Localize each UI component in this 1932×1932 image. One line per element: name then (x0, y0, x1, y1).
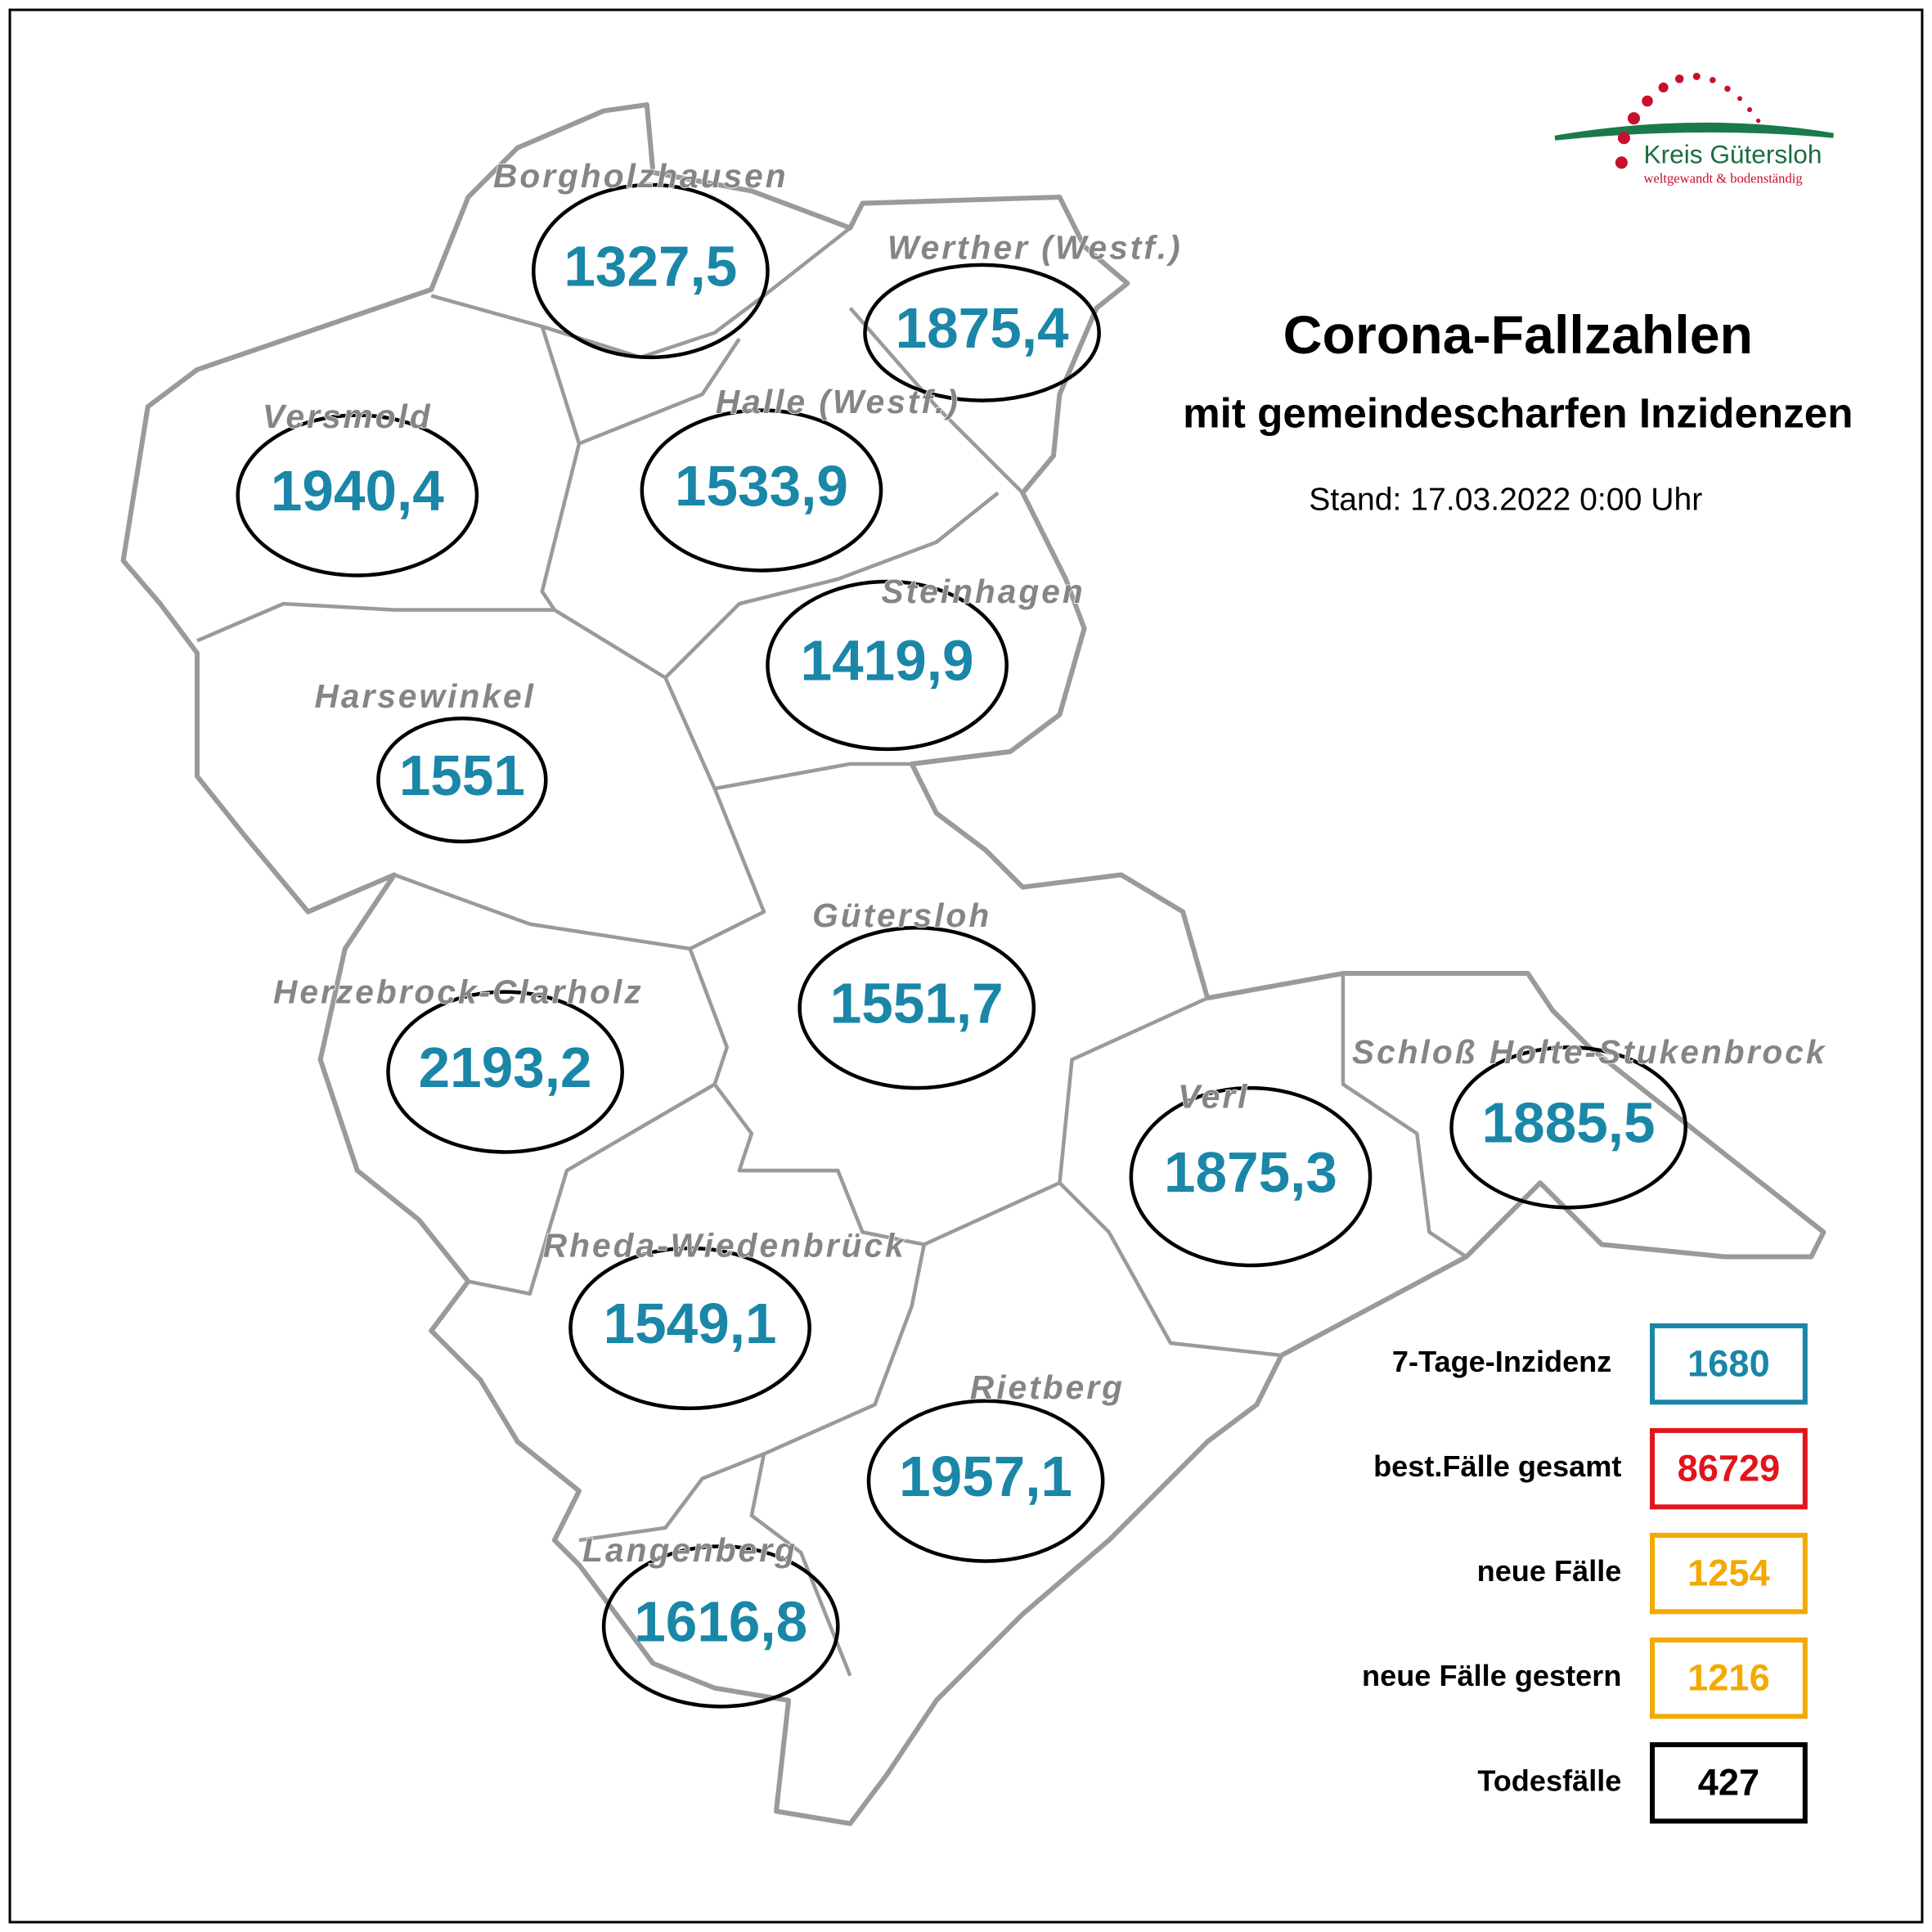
municipality-value: 1875,4 (896, 296, 1069, 360)
logo-swoosh (1554, 122, 1834, 141)
border (467, 1082, 716, 1296)
subtitle: mit gemeindescharfen Inzidenzen (1183, 390, 1853, 437)
incidence-ellipse (532, 182, 770, 360)
legend-box (1650, 1637, 1808, 1719)
border (541, 226, 851, 360)
legend-value: 86729 (1678, 1448, 1781, 1489)
incidence-ellipse (601, 1544, 840, 1709)
municipality: 1551 Harsewinkel (314, 676, 548, 844)
logo-name: Kreis Gütersloh (1644, 140, 1822, 169)
municipality: 1616,8 Langenberg (582, 1530, 840, 1709)
municipality-name: Rheda-Wiedenbrück (543, 1227, 906, 1265)
municipality-value: 1551,7 (830, 972, 1004, 1036)
incidence-ellipse (866, 1399, 1105, 1563)
legend-label: Todesfälle (1477, 1764, 1621, 1797)
legend-label: neue Fälle (1477, 1554, 1622, 1588)
municipality-name: Gütersloh (812, 896, 991, 934)
title: Corona-Fallzahlen (1283, 305, 1753, 366)
incidence-ellipse (863, 263, 1101, 402)
municipality-name: Langenberg (582, 1531, 798, 1569)
border (196, 601, 555, 643)
municipality-name: Versmold (263, 398, 433, 435)
logo: Kreis Gütersloh weltgewandt & bodenständ… (1554, 72, 1834, 186)
municipality-value: 1957,1 (899, 1445, 1072, 1508)
municipality-name: Werther (Westf.) (887, 229, 1183, 267)
incidence-ellipse (236, 413, 479, 577)
municipality-name: Schloß Holte-Stukenbrock (1352, 1033, 1827, 1071)
border (663, 491, 1000, 680)
border (714, 762, 912, 791)
logo-slogan: weltgewandt & bodenständig (1644, 171, 1803, 186)
municipality-name: Verl (1178, 1077, 1249, 1115)
municipality-value: 2193,2 (419, 1036, 592, 1099)
legend-value: 427 (1698, 1762, 1759, 1804)
municipality: 2193,2 Herzebrock-Clarholz (272, 973, 644, 1154)
municipality-value: 1327,5 (564, 235, 737, 299)
municipality-value: 1551 (399, 744, 525, 807)
legend-box (1650, 1427, 1808, 1510)
municipality-value: 1616,8 (634, 1590, 807, 1654)
municipalities: 1327,5 Borgholzhausen 1875,4 Werther (Westf… (236, 156, 1827, 1709)
legend-box (1650, 1532, 1808, 1615)
incidence-ellipse (568, 1246, 811, 1411)
municipality: 1957,1 Rietberg (866, 1368, 1125, 1563)
municipality: 1419,9 Steinhagen (766, 572, 1085, 752)
incidence-ellipse (798, 926, 1036, 1090)
municipality: 1533,9 Halle (Westf.) (640, 382, 960, 573)
legend-label: neue Fälle gestern (1362, 1659, 1621, 1692)
incidence-ellipse (1449, 1045, 1687, 1210)
legend-label: 7-Tage-Inzidenz (1392, 1345, 1611, 1378)
legend-value: 1254 (1687, 1552, 1770, 1594)
legend-label: best.Fälle gesamt (1373, 1449, 1621, 1483)
border (848, 307, 1024, 495)
legend: 7-Tage-Inzidenz 1680 best.Fälle gesamt 8672… (1362, 1323, 1808, 1824)
municipality: 1875,4 Werther (Westf.) (863, 228, 1183, 402)
border (1058, 1181, 1282, 1358)
incidence-ellipse (640, 408, 883, 573)
municipality-name: Halle (Westf.) (716, 383, 960, 420)
stand: Stand: 17.03.2022 0:00 Uhr (1309, 482, 1702, 517)
district-outline (120, 102, 1826, 1826)
incidence-ellipse (1129, 1085, 1373, 1268)
municipality: 1549,1 Rheda-Wiedenbrück (542, 1226, 906, 1411)
border (1341, 973, 1467, 1259)
legend-box (1650, 1742, 1808, 1824)
municipality-value: 1875,3 (1164, 1140, 1337, 1204)
border (688, 948, 1209, 1247)
border (578, 1452, 765, 1543)
legend-value: 1216 (1687, 1657, 1770, 1699)
municipality: 1885,5 Schloß Holte-Stukenbrock (1351, 1032, 1827, 1210)
municipality: 1551,7 Gütersloh (798, 896, 1036, 1090)
municipality-value: 1940,4 (271, 459, 444, 523)
municipality-name: Herzebrock-Clarholz (273, 973, 644, 1010)
municipality-name: Harsewinkel (314, 677, 535, 715)
municipality-name: Rietberg (970, 1368, 1125, 1406)
municipality-name: Steinhagen (881, 573, 1085, 610)
municipality: 1875,3 Verl (1129, 1077, 1373, 1268)
legend-box (1650, 1323, 1808, 1405)
municipality: 1327,5 Borgholzhausen (492, 156, 789, 360)
municipality-value: 1533,9 (675, 454, 848, 518)
municipality-value: 1419,9 (801, 629, 974, 693)
logo-dots (1615, 72, 1761, 169)
district-map (120, 102, 1826, 1826)
legend-value: 1680 (1687, 1343, 1770, 1385)
municipality-value: 1885,5 (1482, 1091, 1656, 1155)
incidence-ellipse (386, 990, 624, 1154)
municipality-value: 1549,1 (604, 1292, 777, 1355)
municipality-name: Borgholzhausen (493, 157, 789, 195)
incidence-ellipse (376, 716, 548, 844)
incidence-ellipse (766, 579, 1009, 752)
border (578, 338, 741, 446)
municipality: 1940,4 Versmold (236, 397, 479, 577)
